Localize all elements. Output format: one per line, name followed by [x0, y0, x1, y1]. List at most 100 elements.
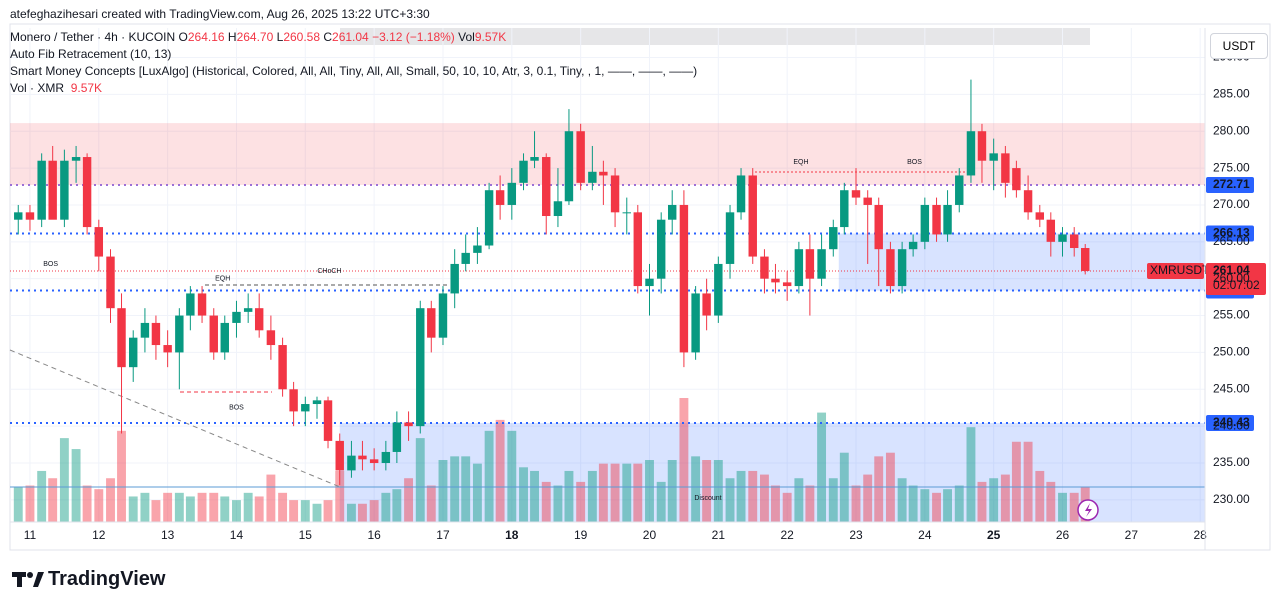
logo-icon: [12, 572, 44, 587]
ohlc-value: 264.16: [187, 30, 225, 44]
x-tick-label: 22: [780, 528, 794, 542]
volume-bar: [507, 430, 517, 522]
candle-body: [863, 197, 872, 205]
annotations: BOS EQH CHoCH BOS EQH BOS Discount: [43, 159, 922, 502]
candle-body: [691, 293, 700, 353]
candle-body: [886, 249, 895, 287]
volume-bar: [977, 481, 987, 522]
x-tick-label: 28: [1194, 528, 1208, 542]
volume-bar: [530, 470, 539, 522]
symbol-tag: [1147, 263, 1204, 280]
candle-body: [37, 160, 46, 220]
level-tag: [1206, 414, 1254, 431]
ohlc-key: L: [276, 30, 284, 44]
volume-bar: [357, 503, 367, 522]
candle-body: [186, 293, 195, 316]
volume-bar: [59, 438, 69, 522]
volume-bar: [667, 460, 677, 522]
volume-bar: [174, 492, 184, 522]
candle-body: [897, 249, 907, 287]
candle-body: [874, 204, 883, 250]
candle-body: [966, 131, 976, 176]
y-tick-label: 275.00: [1213, 160, 1250, 174]
y-tick-label: 270.00: [1213, 197, 1250, 211]
volume-bar: [645, 460, 654, 522]
ohlc-value: 260.58: [283, 30, 321, 44]
candle-body: [243, 308, 253, 312]
symbol: Monero / Tether · 4h · KUCOIN: [10, 30, 176, 44]
volume-bar: [461, 456, 471, 522]
volume-bar: [576, 481, 586, 522]
volume-bar: [713, 460, 723, 522]
volume-bar: [426, 485, 436, 522]
volume-bar: [954, 485, 964, 522]
volume-bar: [782, 492, 792, 522]
annotation: BOS: [43, 261, 58, 268]
volume-bar: [622, 463, 632, 522]
candle-body: [369, 459, 379, 464]
volume-bar: [495, 419, 505, 522]
candle-body: [427, 308, 436, 338]
candle-body: [943, 204, 952, 235]
trend-line: [9, 349, 341, 488]
candle-body: [151, 322, 161, 346]
candle-body: [106, 256, 115, 309]
candle-body: [48, 160, 57, 220]
volume-bar: [908, 485, 918, 522]
candle-body: [645, 278, 654, 287]
volume-bar: [656, 481, 666, 522]
candle-body: [1035, 212, 1045, 220]
volume-bar: [220, 496, 230, 522]
volume-bar: [760, 474, 769, 522]
candle-body: [209, 315, 218, 353]
candle-body: [381, 451, 391, 464]
x-tick-label: 13: [161, 528, 175, 542]
y-tick-label: 240.00: [1213, 418, 1250, 432]
volume-bar: [106, 478, 115, 522]
volume-bar: [598, 463, 608, 522]
volume-bar: [920, 489, 930, 522]
volume-bar: [312, 503, 322, 522]
zone: [10, 123, 1205, 185]
candle-body: [588, 171, 597, 183]
candle-body: [473, 245, 482, 253]
volume-bar: [805, 485, 815, 522]
volume-bar: [519, 467, 528, 522]
candle-body: [622, 212, 631, 214]
candle-body: [94, 227, 104, 257]
candle-body: [220, 322, 229, 353]
candle-body: [1081, 248, 1090, 272]
currency-button[interactable]: USDT: [1210, 33, 1268, 59]
candle-body: [163, 345, 172, 353]
volume-bar: [151, 500, 161, 522]
candle-body: [599, 171, 608, 176]
volume-bar: [828, 478, 838, 522]
grid: [10, 28, 1205, 522]
ohlc-value: 261.04: [332, 30, 369, 44]
y-tick-label: 245.00: [1213, 381, 1250, 395]
price-tag: [1206, 263, 1266, 296]
x-tick-label: 15: [299, 528, 313, 542]
candle-body: [1058, 234, 1067, 242]
volume-bar: [94, 489, 104, 522]
volume-bar: [932, 492, 941, 522]
candle-body: [25, 212, 35, 220]
candle-body: [725, 212, 735, 264]
x-tick-label: 27: [1125, 528, 1139, 542]
candle-body: [519, 160, 528, 183]
y-tick-label: 260.00: [1213, 271, 1250, 285]
candle-body: [633, 212, 643, 287]
volume-bar: [771, 485, 780, 522]
candle-body: [840, 190, 849, 228]
candle-body: [117, 308, 126, 368]
zone: [339, 422, 1205, 522]
price-label: 261.04: [1213, 263, 1250, 277]
candle-body: [564, 131, 574, 202]
candle-body: [484, 190, 494, 246]
candle-body: [955, 175, 964, 205]
alert-bolt: [1085, 503, 1092, 517]
vol-key: Vol · XMR: [10, 81, 65, 95]
volume-bar: [851, 485, 861, 522]
ohlc-key: O: [178, 30, 188, 44]
y-tick-label: 250.00: [1213, 345, 1250, 359]
